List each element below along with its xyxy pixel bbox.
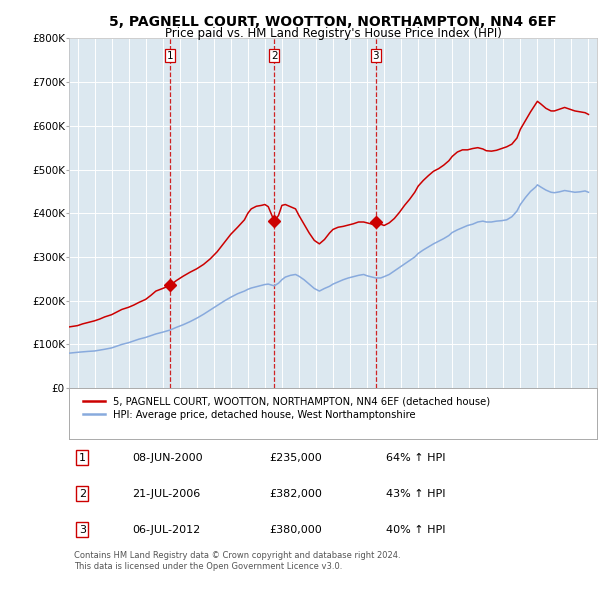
Text: 06-JUL-2012: 06-JUL-2012	[133, 525, 200, 535]
Text: 40% ↑ HPI: 40% ↑ HPI	[386, 525, 445, 535]
Text: £235,000: £235,000	[269, 453, 322, 463]
Text: 2: 2	[79, 489, 86, 499]
Text: 43% ↑ HPI: 43% ↑ HPI	[386, 489, 445, 499]
Text: 64% ↑ HPI: 64% ↑ HPI	[386, 453, 445, 463]
Text: 1: 1	[167, 51, 173, 61]
Text: £380,000: £380,000	[269, 525, 322, 535]
Text: Price paid vs. HM Land Registry's House Price Index (HPI): Price paid vs. HM Land Registry's House …	[164, 27, 502, 40]
Text: £382,000: £382,000	[269, 489, 323, 499]
Text: 1: 1	[79, 453, 86, 463]
Text: 5, PAGNELL COURT, WOOTTON, NORTHAMPTON, NN4 6EF: 5, PAGNELL COURT, WOOTTON, NORTHAMPTON, …	[109, 15, 557, 30]
Text: 08-JUN-2000: 08-JUN-2000	[133, 453, 203, 463]
Text: 21-JUL-2006: 21-JUL-2006	[133, 489, 200, 499]
Legend: 5, PAGNELL COURT, WOOTTON, NORTHAMPTON, NN4 6EF (detached house), HPI: Average p: 5, PAGNELL COURT, WOOTTON, NORTHAMPTON, …	[79, 392, 494, 424]
Text: 2: 2	[271, 51, 278, 61]
Text: Contains HM Land Registry data © Crown copyright and database right 2024.
This d: Contains HM Land Registry data © Crown c…	[74, 551, 401, 571]
Text: 3: 3	[373, 51, 379, 61]
Text: 3: 3	[79, 525, 86, 535]
